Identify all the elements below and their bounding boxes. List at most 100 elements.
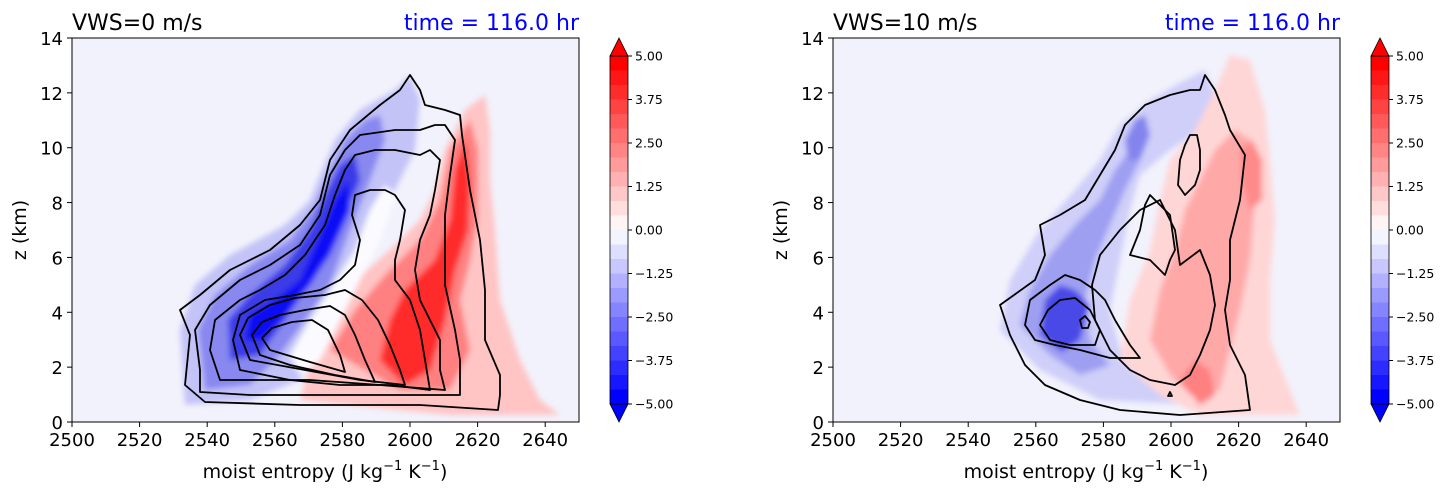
colorbar-tick-label: 1.25 xyxy=(635,179,663,194)
colorbar-segment xyxy=(1371,375,1389,391)
contour-line-1 xyxy=(999,74,1251,416)
y-tick-label: 4 xyxy=(52,303,63,324)
colorbar-tick-label: 3.75 xyxy=(635,92,663,107)
plot-frame xyxy=(71,37,580,423)
colorbar-segment xyxy=(1371,70,1389,86)
x-axis-label: moist entropy (J kg−1 K−1) xyxy=(203,459,448,483)
colorbar-tick-label: −3.75 xyxy=(635,353,673,368)
contour-line-3 xyxy=(209,149,446,391)
colorbar-segment xyxy=(610,128,628,144)
colorbar-segment xyxy=(610,288,628,304)
colorbar-extend-max xyxy=(1370,37,1390,57)
contour-line-7 xyxy=(1091,199,1216,386)
contour-line-4 xyxy=(232,189,431,391)
plot-area xyxy=(833,38,1340,422)
x-tick-label: 2640 xyxy=(1283,430,1329,451)
blue-upper-patch xyxy=(1125,115,1150,160)
x-tick-label: 2560 xyxy=(1013,430,1059,451)
x-tick-label: 2520 xyxy=(117,430,163,451)
colorbar-segment xyxy=(610,302,628,318)
y-tick-label: 12 xyxy=(801,84,824,105)
x-axis-label-text: moist entropy (J kg xyxy=(203,461,383,483)
colorbar-segment xyxy=(1371,273,1389,289)
y-axis: 0 2 4 6 8 10 12 14 xyxy=(40,29,72,434)
x-tick-label: 2540 xyxy=(945,430,991,451)
colorbar-tick-label: 0.00 xyxy=(1396,223,1424,238)
x-tick-label: 2620 xyxy=(455,430,501,451)
colorbar-tick-label: −5.00 xyxy=(1396,397,1434,412)
x-tick-label: 2580 xyxy=(319,430,365,451)
red-core-region xyxy=(380,140,470,385)
colorbar-segment xyxy=(610,201,628,217)
colorbar-tick-label: −5.00 xyxy=(635,397,673,412)
colorbar-segment xyxy=(610,157,628,173)
colorbar: −5.00 −3.75 −2.50 −1.25 0.00 1.25 2.50 3.75 5.00 xyxy=(1370,37,1434,423)
x-tick-label: 2640 xyxy=(522,430,568,451)
y-tick-label: 2 xyxy=(52,358,63,379)
contour-line-2 xyxy=(1024,274,1141,359)
colorbar-segment xyxy=(1371,114,1389,130)
colorbar-segment xyxy=(1371,186,1389,202)
x-axis-label-exp1: −1 xyxy=(383,459,402,474)
colorbar-tick-label: −2.50 xyxy=(1396,310,1434,325)
contour-line-6 xyxy=(1177,134,1201,196)
chart-title-right: time = 116.0 hr xyxy=(404,11,580,36)
filled-contours xyxy=(1000,55,1300,415)
x-axis-label-close: ) xyxy=(1201,461,1208,483)
colorbar-tick-label: 1.25 xyxy=(1396,179,1424,194)
colorbar-tick-label: 3.75 xyxy=(1396,92,1424,107)
colorbar-segment xyxy=(1371,215,1389,231)
chart-title-left: VWS=0 m/s xyxy=(72,11,203,36)
colorbar-segment xyxy=(1371,56,1389,72)
x-tick-label: 2620 xyxy=(1216,430,1262,451)
colorbar-segment xyxy=(1371,389,1389,405)
colorbar-segment xyxy=(1371,99,1389,115)
blue-core-region xyxy=(1040,285,1090,352)
colorbar-segment xyxy=(1371,259,1389,275)
x-axis: 2500 2520 2540 2560 2580 2600 2620 2640 xyxy=(49,422,568,451)
y-tick-label: 6 xyxy=(813,248,824,269)
colorbar-extend-max xyxy=(609,37,629,57)
colorbar-tick-label: −1.25 xyxy=(1396,266,1434,281)
colorbar-tick-label: 2.50 xyxy=(635,136,663,151)
colorbar-tick-label: −3.75 xyxy=(1396,353,1434,368)
colorbar-segment xyxy=(610,317,628,333)
colorbar-segment xyxy=(610,230,628,246)
y-tick-label: 0 xyxy=(813,413,824,434)
colorbar-segment xyxy=(1371,172,1389,188)
colorbar-segment xyxy=(610,215,628,231)
colorbar-tick-label: −2.50 xyxy=(635,310,673,325)
chart-title-left: VWS=10 m/s xyxy=(833,11,978,36)
colorbar-tick-label: 5.00 xyxy=(1396,49,1424,64)
y-tick-label: 6 xyxy=(52,248,63,269)
colorbar-segment xyxy=(610,360,628,376)
y-tick-label: 10 xyxy=(801,139,824,160)
colorbar-segment xyxy=(1371,317,1389,333)
x-axis-label-exp2: −1 xyxy=(1182,459,1201,474)
x-axis-label: moist entropy (J kg−1 K−1) xyxy=(964,459,1209,483)
y-tick-label: 14 xyxy=(40,29,63,50)
y-tick-label: 8 xyxy=(52,194,63,215)
x-tick-label: 2560 xyxy=(252,430,298,451)
y-tick-label: 14 xyxy=(801,29,824,50)
colorbar-segment xyxy=(610,273,628,289)
y-axis-label: z (km) xyxy=(770,200,792,260)
colorbar-tick-label: −1.25 xyxy=(635,266,673,281)
y-tick-label: 12 xyxy=(40,84,63,105)
filled-contours xyxy=(180,75,560,415)
colorbar-segment xyxy=(610,259,628,275)
x-axis-label-mid: K xyxy=(402,461,421,483)
x-tick-label: 2520 xyxy=(878,430,924,451)
colorbar-segment xyxy=(610,389,628,405)
line-contours xyxy=(999,74,1251,416)
y-tick-label: 4 xyxy=(813,303,824,324)
colorbar-segment xyxy=(1371,230,1389,246)
x-axis: 2500 2520 2540 2560 2580 2600 2620 2640 xyxy=(810,422,1329,451)
colorbar-segment xyxy=(610,85,628,101)
x-axis-label-text: moist entropy (J kg xyxy=(964,461,1144,483)
colorbar-segment xyxy=(610,143,628,159)
x-tick-label: 2500 xyxy=(49,430,95,451)
colorbar-extend-min xyxy=(609,403,629,423)
contour-line-2 xyxy=(194,124,461,396)
